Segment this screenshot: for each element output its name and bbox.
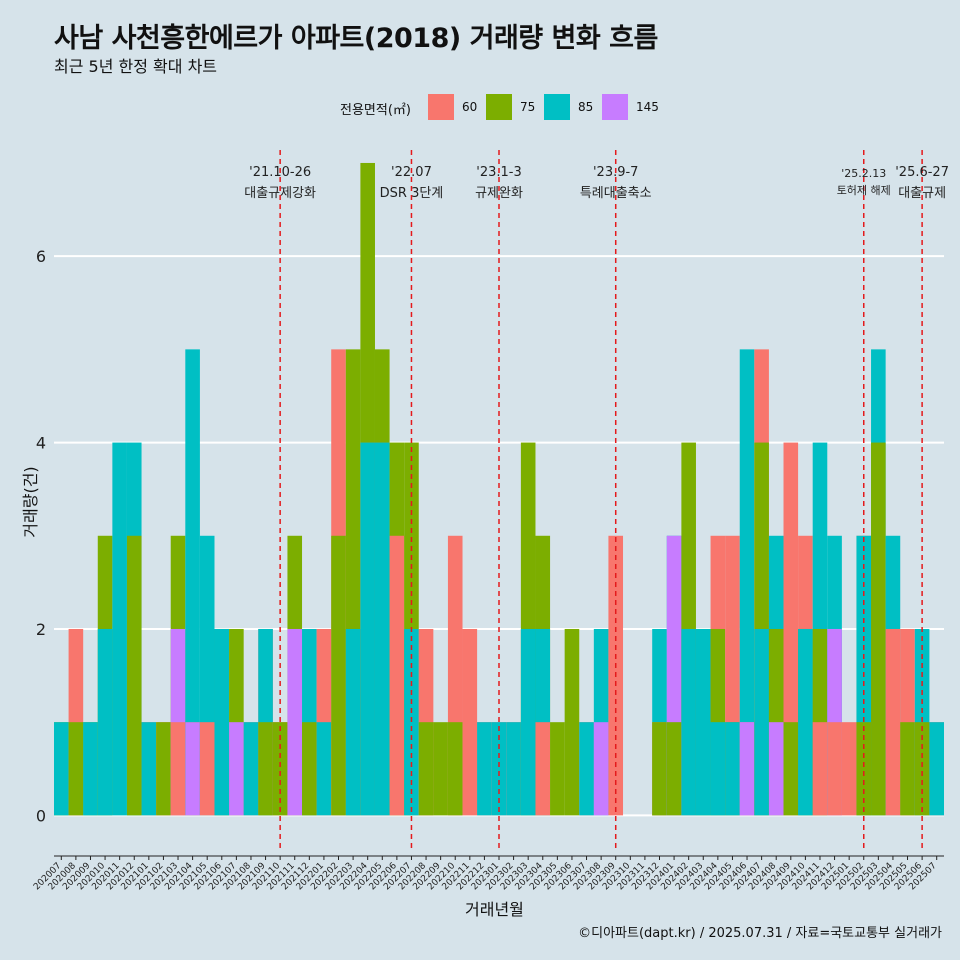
y-tick-label-2: 2 bbox=[36, 620, 46, 639]
bar-202009-85 bbox=[83, 722, 98, 816]
bar-202210-75 bbox=[447, 722, 463, 816]
bar-202102-75 bbox=[156, 722, 171, 816]
legend-swatch-75 bbox=[486, 94, 512, 120]
bar-202505-75 bbox=[900, 722, 915, 816]
bar-202103-60 bbox=[170, 722, 186, 816]
event-date-2: '23.1-3 bbox=[476, 165, 521, 180]
bar-202104-145 bbox=[185, 722, 200, 816]
bar-202208-75 bbox=[418, 722, 434, 816]
bar-202312-75 bbox=[652, 722, 667, 816]
bar-202406-145 bbox=[739, 722, 755, 816]
bar-202409-75 bbox=[783, 722, 799, 816]
bar-202502-75 bbox=[856, 722, 872, 816]
legend: 전용면적(㎡) 60 75 85 145 bbox=[0, 94, 960, 120]
event-date-3: '23.9-7 bbox=[593, 165, 638, 180]
bar-202411-60 bbox=[812, 722, 828, 816]
legend-title: 전용면적(㎡) bbox=[340, 103, 411, 118]
bar-202012-75 bbox=[126, 535, 142, 816]
bar-202110-75 bbox=[272, 722, 288, 816]
legend-label-75: 75 bbox=[520, 100, 536, 114]
event-date-1: '22.07 bbox=[391, 165, 432, 180]
bar-202503-75 bbox=[871, 442, 886, 816]
bar-202212-85 bbox=[477, 722, 492, 816]
bar-202109-75 bbox=[258, 722, 273, 816]
bar-202209-75 bbox=[433, 722, 448, 816]
event-label-1: DSR 3단계 bbox=[380, 186, 444, 201]
chart-title: 사남 사천흥한에르가 아파트(2018) 거래량 변화 흐름 bbox=[54, 23, 658, 54]
event-label-5: 대출규제 bbox=[898, 186, 946, 201]
bar-202412-60 bbox=[827, 722, 842, 816]
chart-subtitle: 최근 5년 한정 확대 차트 bbox=[54, 57, 218, 76]
bar-202011-85 bbox=[112, 442, 127, 816]
bar-202106-85 bbox=[214, 628, 230, 816]
bar-202108-85 bbox=[243, 722, 259, 816]
bar-202506-75 bbox=[914, 722, 930, 816]
legend-swatch-85 bbox=[544, 94, 570, 120]
bar-202301-85 bbox=[491, 722, 507, 816]
legend-swatch-145 bbox=[602, 94, 628, 120]
bar-202211-60 bbox=[462, 628, 478, 816]
bar-202105-60 bbox=[199, 722, 215, 816]
event-date-0: '21.10-26 bbox=[249, 165, 311, 180]
event-label-0: 대출규제강화 bbox=[244, 186, 316, 201]
y-tick-label-6: 6 bbox=[36, 247, 46, 266]
bar-202104-85 bbox=[185, 349, 200, 816]
bar-202404-85 bbox=[710, 722, 726, 816]
bar-202101-85 bbox=[141, 722, 157, 816]
bar-202008-75 bbox=[68, 722, 84, 816]
bar-202308-145 bbox=[593, 722, 609, 816]
bar-202406-85 bbox=[739, 349, 755, 816]
bar-202010-85 bbox=[97, 628, 113, 816]
bar-202504-60 bbox=[885, 628, 901, 816]
y-tick-label-0: 0 bbox=[36, 806, 46, 825]
bar-202305-75 bbox=[550, 722, 565, 816]
bar-202408-145 bbox=[768, 722, 784, 816]
bar-202204-85 bbox=[360, 442, 375, 816]
event-label-2: 규제완화 bbox=[475, 186, 523, 201]
bar-202306-75 bbox=[564, 628, 580, 816]
event-date-4: '25.2.13 bbox=[841, 167, 886, 180]
bar-202302-85 bbox=[506, 722, 521, 816]
event-label-3: 특례대출축소 bbox=[580, 186, 652, 201]
event-date-5: '25.6-27 bbox=[895, 165, 949, 180]
bar-202304-60 bbox=[535, 722, 551, 816]
bar-202403-85 bbox=[695, 628, 711, 816]
bar-202206-60 bbox=[389, 535, 405, 816]
bar-202201-85 bbox=[316, 722, 332, 816]
bar-202207-85 bbox=[404, 628, 419, 816]
y-tick-label-4: 4 bbox=[36, 434, 46, 453]
bar-202307-85 bbox=[579, 722, 594, 816]
legend-label-145: 145 bbox=[636, 100, 659, 114]
legend-swatch-60 bbox=[428, 94, 454, 120]
bar-202410-85 bbox=[798, 628, 813, 816]
bar-202407-85 bbox=[754, 628, 769, 816]
bar-202507-85 bbox=[929, 722, 944, 816]
bar-202303-85 bbox=[520, 628, 536, 816]
bar-202202-75 bbox=[331, 535, 346, 816]
bar-202402-85 bbox=[681, 628, 696, 816]
bar-202205-85 bbox=[374, 442, 390, 816]
event-label-4: 토허제 해제 bbox=[837, 183, 891, 197]
bar-202112-75 bbox=[302, 722, 317, 816]
bar-202107-145 bbox=[229, 722, 244, 816]
legend-label-85: 85 bbox=[578, 100, 594, 114]
bar-202007-85 bbox=[54, 722, 69, 816]
legend-label-60: 60 bbox=[462, 100, 478, 114]
bar-202203-85 bbox=[345, 628, 361, 816]
caption: ©디아파트(dapt.kr) / 2025.07.31 / 자료=국토교통부 실… bbox=[578, 926, 942, 941]
bar-202111-145 bbox=[287, 628, 303, 816]
x-axis-label: 거래년월 bbox=[465, 900, 524, 919]
bar-202405-85 bbox=[725, 722, 740, 816]
y-axis-label: 거래량(건) bbox=[21, 466, 40, 538]
bar-202501-60 bbox=[841, 722, 857, 816]
bar-202401-75 bbox=[666, 722, 682, 816]
